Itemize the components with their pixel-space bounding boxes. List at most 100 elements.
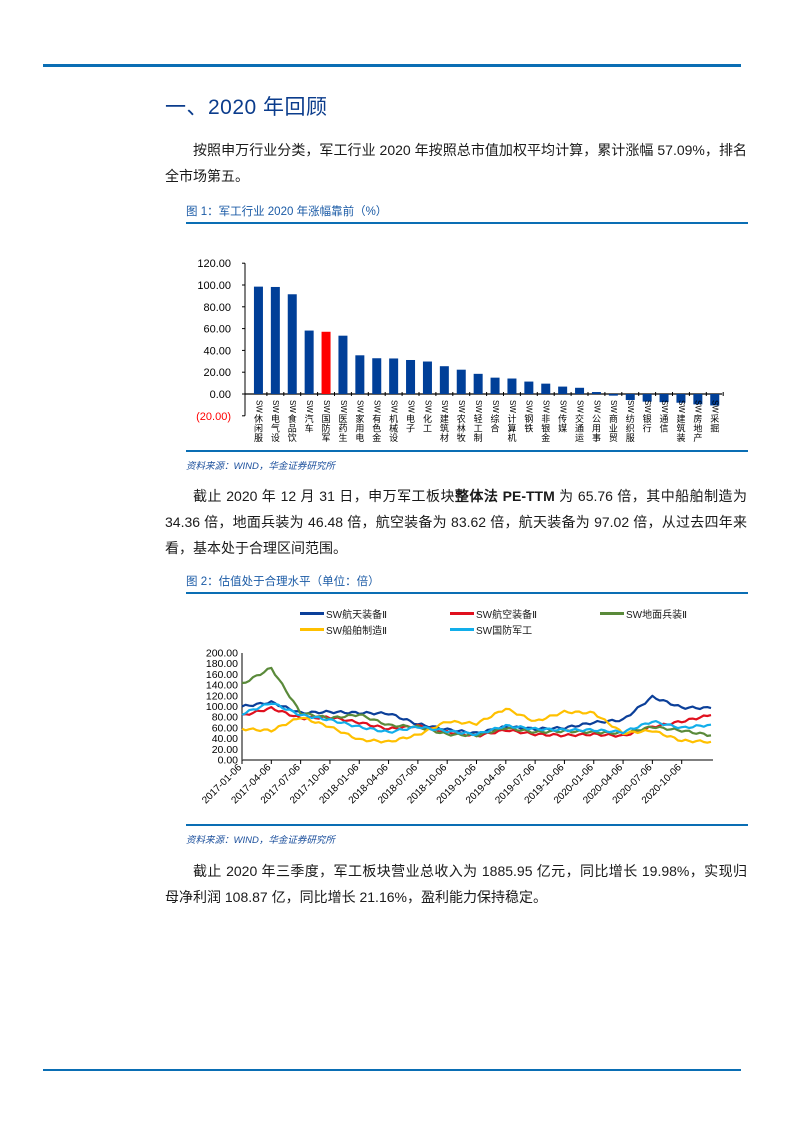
svg-text:银: 银: [643, 413, 652, 424]
svg-text:SW: SW: [356, 400, 365, 413]
svg-text:通: 通: [660, 414, 669, 424]
svg-text:计: 计: [507, 413, 516, 424]
svg-text:生: 生: [338, 432, 347, 443]
svg-text:SW: SW: [288, 400, 297, 413]
bar: [321, 331, 331, 394]
legend-swatch: [600, 612, 624, 615]
svg-text:电: 电: [271, 413, 280, 424]
bar: [287, 294, 297, 394]
svg-text:电: 电: [355, 432, 364, 443]
legend-label: SW地面兵装Ⅱ: [626, 610, 688, 621]
svg-text:通: 通: [575, 424, 584, 434]
svg-text:设: 设: [271, 433, 280, 443]
svg-text:交: 交: [575, 413, 584, 424]
svg-text:织: 织: [626, 423, 635, 434]
y-tick-label: 40.00: [212, 733, 238, 745]
svg-text:防: 防: [322, 423, 331, 434]
svg-text:业: 业: [609, 424, 618, 434]
svg-text:SW: SW: [542, 400, 551, 413]
svg-text:地: 地: [693, 423, 702, 434]
legend-swatch: [300, 612, 324, 615]
svg-text:事: 事: [592, 432, 601, 443]
y-tick-label: 60.00: [203, 324, 231, 336]
svg-text:林: 林: [457, 423, 466, 434]
y-tick-label: 20.00: [203, 367, 231, 379]
svg-text:SW: SW: [322, 400, 331, 413]
svg-text:金: 金: [541, 432, 550, 443]
svg-text:车: 车: [305, 423, 314, 434]
legend-label: SW航天装备Ⅱ: [326, 610, 388, 621]
bar: [608, 394, 618, 396]
svg-text:汽: 汽: [305, 413, 314, 424]
figure-1-caption: 图 1：军工行业 2020 年涨幅靠前（%）: [186, 203, 748, 224]
svg-text:子: 子: [406, 424, 415, 434]
svg-text:SW: SW: [626, 400, 635, 413]
paragraph-intro: 按照申万行业分类，军工行业 2020 年按照总市值加权平均计算，累计涨幅 57.…: [165, 142, 747, 184]
svg-text:SW: SW: [575, 400, 584, 413]
legend-item: SW航空装备Ⅱ: [450, 606, 537, 621]
svg-text:运: 运: [575, 433, 584, 443]
valuation-text-pre: 截止 2020 年 12 月 31 日，申万军工板块: [193, 488, 455, 504]
svg-text:综: 综: [491, 413, 500, 424]
y-tick-label: 100.00: [197, 280, 231, 292]
y-tick-label: 140.00: [206, 680, 238, 692]
svg-text:气: 气: [271, 423, 280, 434]
svg-text:饮: 饮: [288, 432, 297, 443]
svg-text:农: 农: [457, 413, 466, 424]
svg-text:SW: SW: [423, 400, 432, 413]
y-tick-label: (20.00): [196, 411, 231, 423]
y-tick-label: 0.00: [218, 755, 239, 767]
bar: [541, 383, 551, 394]
svg-text:牧: 牧: [457, 432, 466, 443]
figure-2-caption: 图 2：估值处于合理水平（单位：倍）: [186, 573, 748, 594]
bar: [507, 378, 517, 394]
svg-text:SW: SW: [491, 400, 500, 413]
legend-item: SW船舶制造Ⅱ: [300, 622, 387, 637]
svg-text:传: 传: [558, 413, 567, 424]
svg-text:贸: 贸: [609, 432, 618, 443]
figure-2-source: 资料来源：WIND，华金证券研究所: [186, 824, 748, 846]
y-tick-label: 0.00: [210, 389, 231, 401]
svg-text:SW: SW: [271, 400, 280, 413]
y-tick-label: 160.00: [206, 669, 238, 681]
svg-text:SW: SW: [559, 400, 568, 413]
svg-text:纺: 纺: [626, 413, 635, 424]
bar: [524, 381, 534, 394]
svg-text:SW: SW: [457, 400, 466, 413]
bar: [406, 359, 416, 394]
svg-text:合: 合: [491, 423, 500, 434]
series-line: [241, 707, 712, 744]
svg-text:金: 金: [372, 432, 381, 443]
bar: [372, 358, 382, 394]
svg-text:SW: SW: [339, 400, 348, 413]
bar: [422, 361, 432, 394]
svg-text:信: 信: [660, 423, 669, 434]
bar: [490, 377, 500, 394]
svg-text:轻: 轻: [474, 413, 483, 424]
svg-text:SW: SW: [474, 400, 483, 413]
svg-text:SW: SW: [508, 400, 517, 413]
section-title: 一、2020 年回顾: [165, 96, 328, 119]
x-tick-label: SW国防军: [322, 400, 331, 443]
bar: [710, 394, 720, 406]
bar: [389, 358, 399, 394]
y-tick-label: 40.00: [203, 345, 231, 357]
valuation-text-post: 为 65.76 倍，其中船舶制造为 34.36 倍，地面兵装为 46.48 倍，…: [165, 488, 747, 556]
svg-text:制: 制: [474, 432, 483, 443]
svg-text:休: 休: [254, 413, 263, 424]
paragraph-valuation: 截止 2020 年 12 月 31 日，申万军工板块整体法 PE-TTM 为 6…: [165, 483, 747, 561]
series-line: [241, 694, 712, 735]
footer-rule: [43, 1069, 741, 1071]
